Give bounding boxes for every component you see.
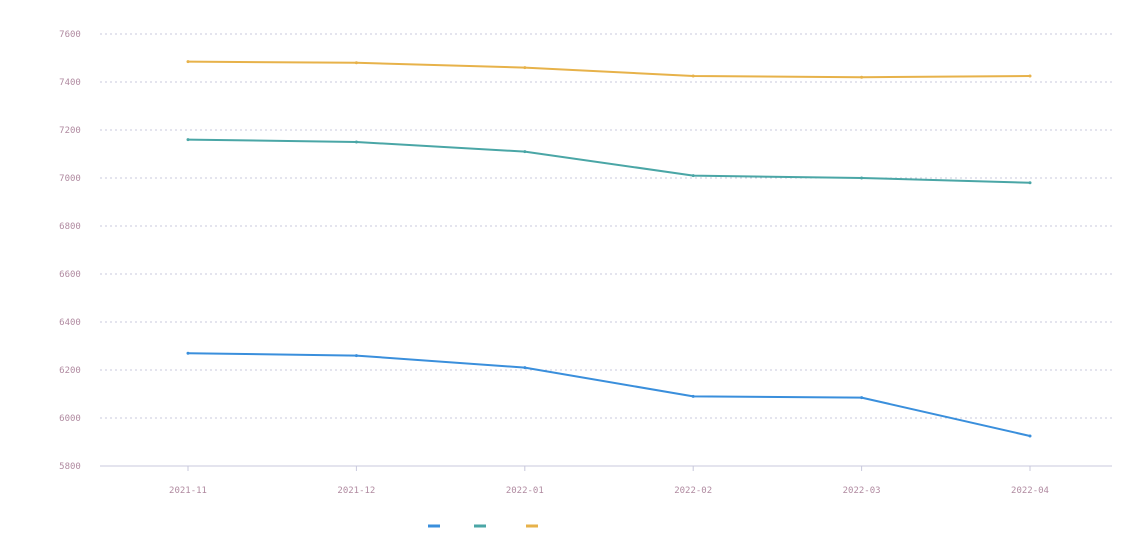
x-tick-label: 2021-11 xyxy=(169,486,207,496)
data-point xyxy=(1028,434,1032,438)
axis-layer: 5800 6000 6200 6400 6600 6800 7000 7200 7400 7600… xyxy=(59,30,1112,496)
y-tick-label: 7400 xyxy=(59,78,81,88)
data-point xyxy=(860,176,864,180)
data-point xyxy=(523,150,527,154)
data-point xyxy=(186,351,190,355)
data-point xyxy=(186,60,190,64)
y-tick-label: 6800 xyxy=(59,222,81,232)
data-point xyxy=(354,354,358,358)
series-layer xyxy=(186,60,1032,438)
series-line-1 xyxy=(187,352,1031,437)
data-point xyxy=(354,140,358,144)
data-point xyxy=(1028,181,1032,185)
x-tick-label: 2022-03 xyxy=(843,486,881,496)
data-point xyxy=(523,66,527,70)
data-point xyxy=(186,138,190,142)
grid-layer xyxy=(100,33,1112,419)
data-point xyxy=(354,61,358,65)
data-point xyxy=(860,396,864,400)
y-tick-label: 7000 xyxy=(59,174,81,184)
data-point xyxy=(691,394,695,398)
y-tick-label: 7600 xyxy=(59,30,81,40)
y-tick-label: 6600 xyxy=(59,270,81,280)
data-point xyxy=(691,174,695,178)
series-line-2 xyxy=(187,138,1031,184)
x-tick-label: 2021-12 xyxy=(337,486,375,496)
y-tick-label: 5800 xyxy=(59,462,81,472)
y-tick-label: 6000 xyxy=(59,414,81,424)
data-point xyxy=(691,74,695,78)
y-tick-label: 7200 xyxy=(59,126,81,136)
x-tick-label: 2022-04 xyxy=(1011,486,1049,496)
data-point xyxy=(523,366,527,370)
x-tick-label: 2022-02 xyxy=(674,486,712,496)
y-tick-label: 6200 xyxy=(59,366,81,376)
data-point xyxy=(1028,74,1032,78)
x-tick-label: 2022-01 xyxy=(506,486,544,496)
y-tick-label: 6400 xyxy=(59,318,81,328)
data-point xyxy=(860,75,864,79)
series-line-3 xyxy=(187,60,1031,79)
